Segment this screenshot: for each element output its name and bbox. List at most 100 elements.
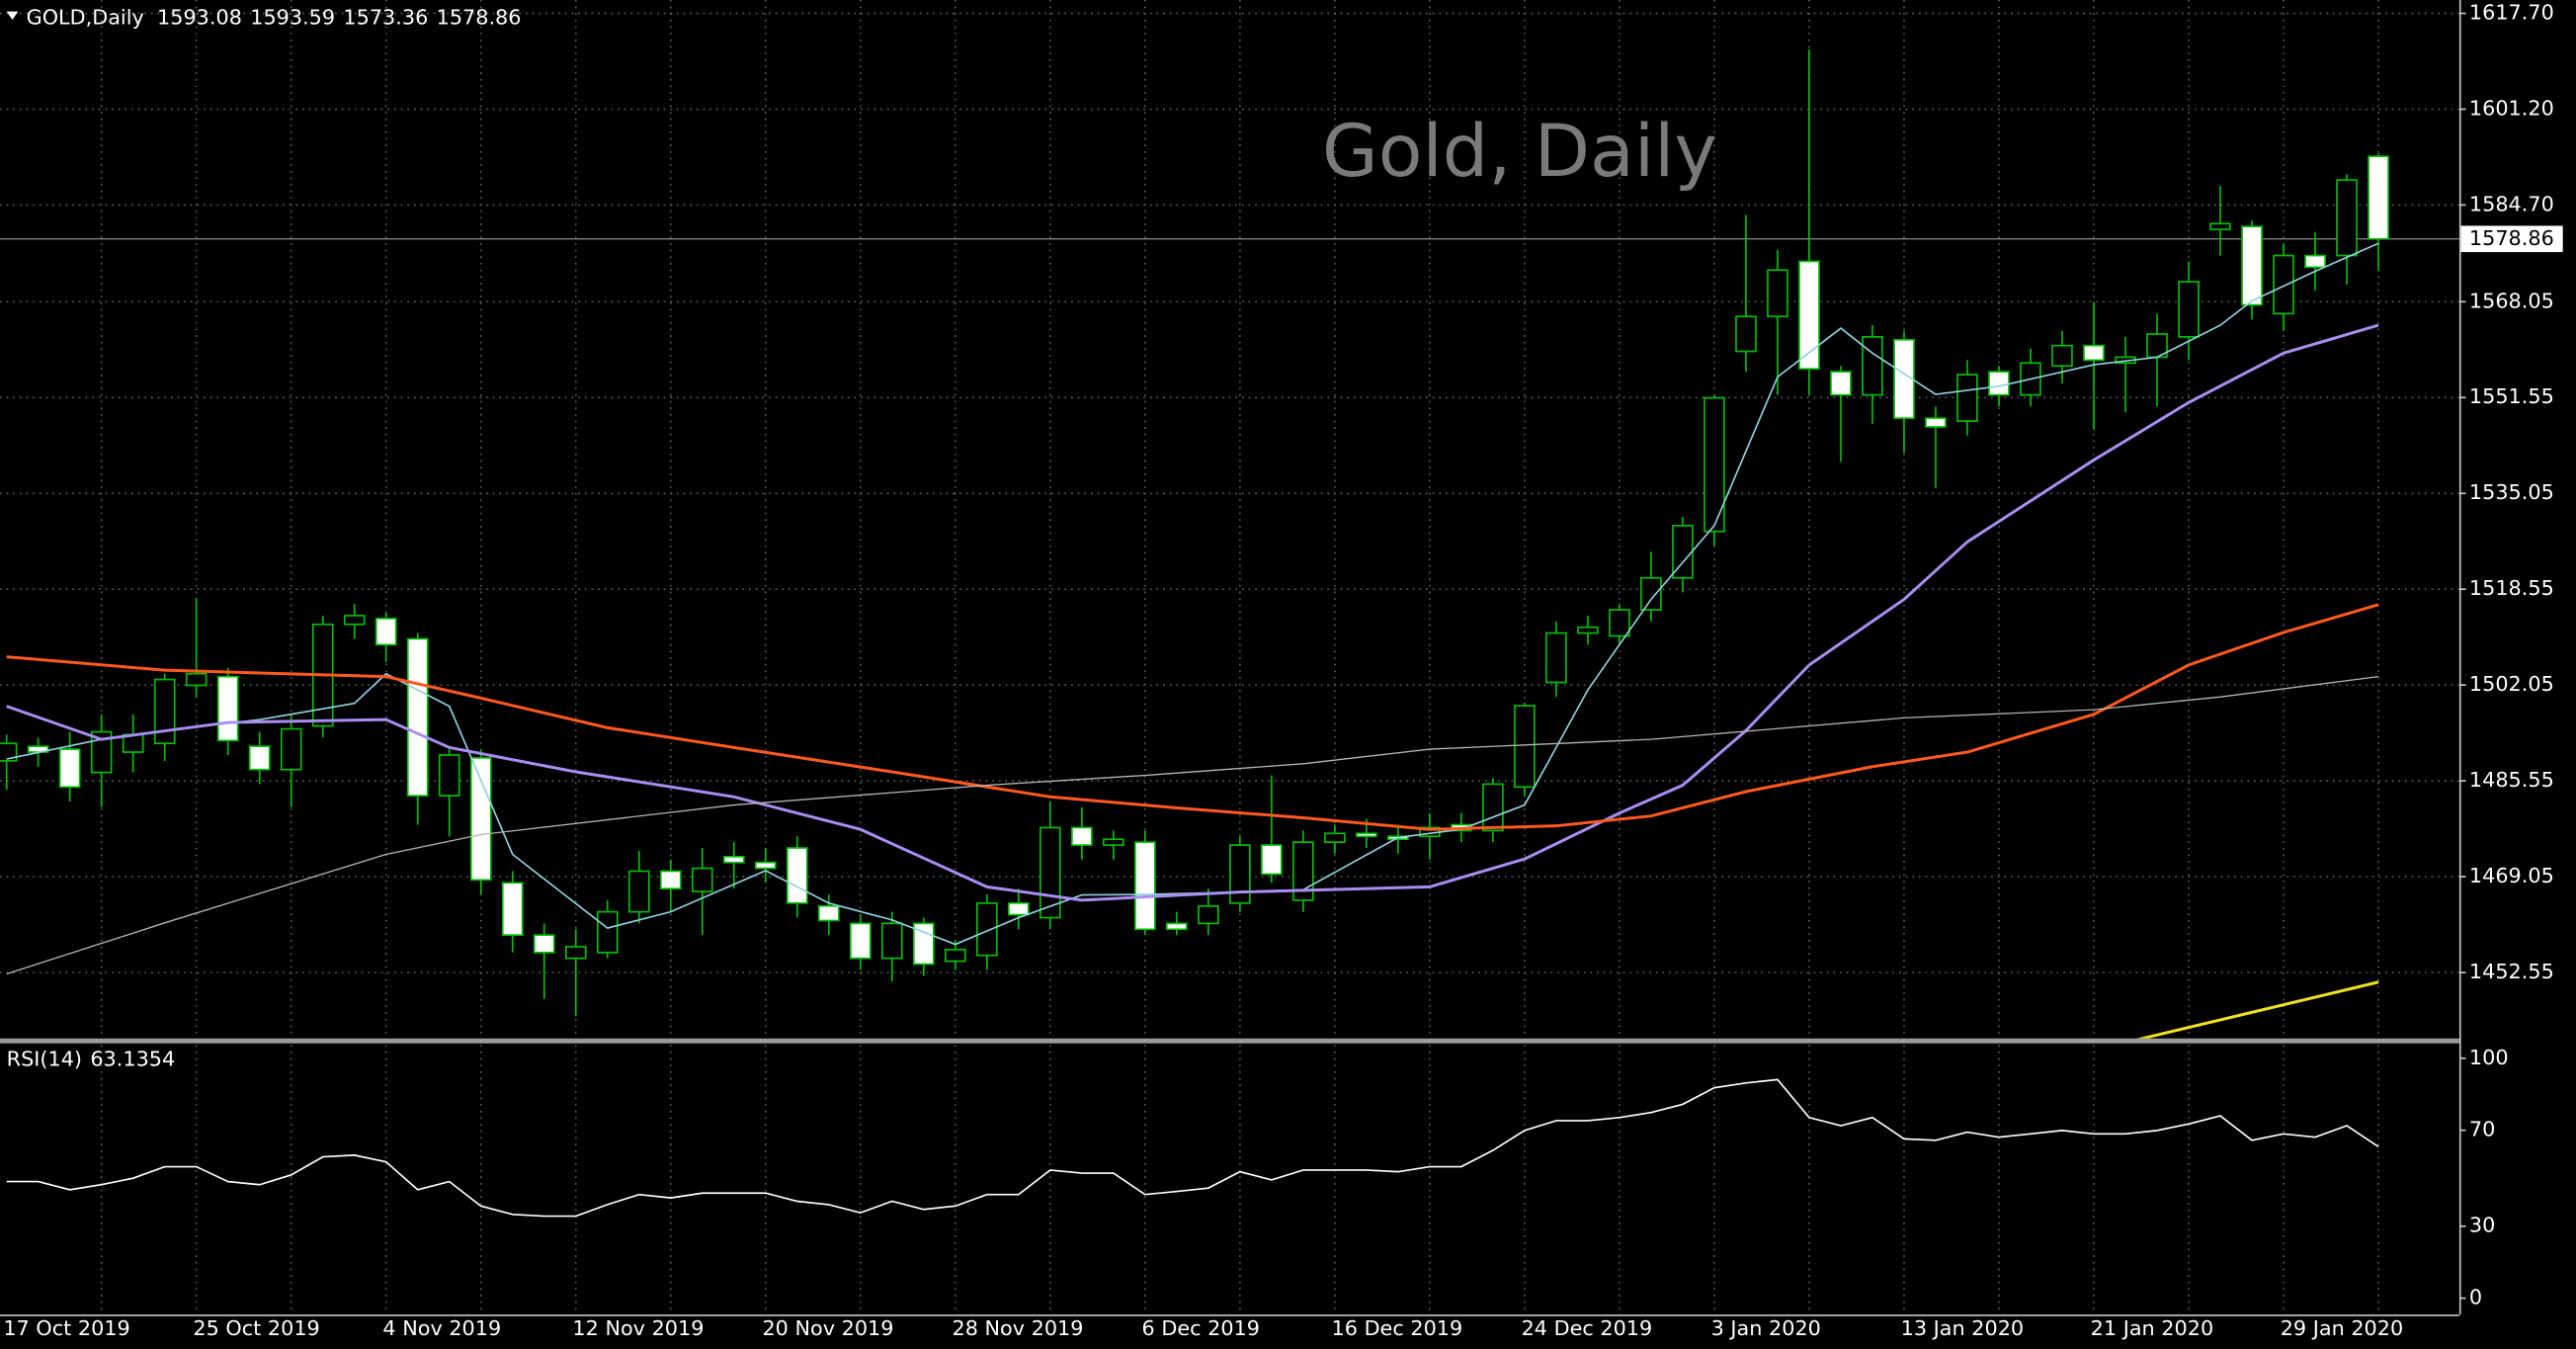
candle-body bbox=[1008, 902, 1030, 916]
y-tick-label: 1601.20 bbox=[2469, 96, 2554, 120]
candle-body bbox=[596, 910, 619, 954]
candle-body bbox=[533, 934, 555, 954]
watermark-title: Gold, Daily bbox=[1322, 110, 1717, 194]
candle-body bbox=[1482, 783, 1504, 832]
x-tick-label: 16 Dec 2019 bbox=[1332, 1316, 1463, 1340]
x-tick-label: 20 Nov 2019 bbox=[762, 1316, 893, 1340]
rsi-value: 63.1354 bbox=[90, 1047, 175, 1070]
candle-body bbox=[2336, 179, 2358, 257]
candle-body bbox=[1229, 844, 1251, 904]
candle-body bbox=[1198, 904, 1219, 925]
chart-header: GOLD,Daily 1593.08 1593.59 1573.36 1578.86 bbox=[27, 5, 522, 29]
candle-body bbox=[1134, 841, 1156, 931]
candle-body bbox=[406, 637, 429, 797]
candle-body bbox=[691, 867, 713, 892]
candle-body bbox=[1292, 841, 1314, 901]
x-tick-label: 21 Jan 2020 bbox=[2091, 1316, 2213, 1340]
candle-body bbox=[564, 946, 587, 960]
candle-body bbox=[627, 870, 650, 913]
y-tick-label: 0 bbox=[2469, 1286, 2482, 1309]
close-label: 1578.86 bbox=[437, 5, 522, 29]
y-tick-label: 1568.05 bbox=[2469, 289, 2554, 312]
candle-body bbox=[501, 882, 524, 936]
candle-body bbox=[1798, 260, 1820, 371]
candle-body bbox=[1956, 374, 1978, 422]
candle-body bbox=[2083, 344, 2105, 362]
candle-body bbox=[1261, 844, 1283, 876]
candle-body bbox=[2304, 254, 2326, 269]
x-tick-label: 24 Dec 2019 bbox=[1522, 1316, 1653, 1340]
candle-body bbox=[58, 748, 81, 789]
candle-body bbox=[817, 904, 840, 922]
rsi-title: RSI(14) bbox=[7, 1047, 82, 1070]
candle-body bbox=[1609, 609, 1630, 637]
candle-body bbox=[2368, 155, 2389, 240]
candle-body bbox=[90, 730, 113, 774]
y-tick-label: 1452.55 bbox=[2469, 960, 2554, 983]
moving-average-line bbox=[6, 323, 2379, 902]
candle-body bbox=[280, 727, 302, 771]
candle-body bbox=[343, 615, 366, 626]
y-tick-label: 1518.55 bbox=[2469, 576, 2554, 600]
candle-body bbox=[976, 902, 998, 957]
candle-body bbox=[1830, 371, 1852, 396]
candle-body bbox=[1577, 626, 1599, 634]
candle-body bbox=[1893, 338, 1915, 419]
y-tick-label: 1469.05 bbox=[2469, 864, 2554, 887]
candle-body bbox=[1640, 576, 1662, 611]
rsi-line bbox=[6, 1078, 2379, 1218]
candle-body bbox=[438, 754, 460, 797]
candle-body bbox=[1356, 832, 1377, 838]
moving-average-line bbox=[6, 603, 2379, 831]
plot bbox=[0, 48, 2459, 1218]
price-pane bbox=[0, 48, 2459, 1039]
candle-body bbox=[722, 855, 745, 864]
current-price-box bbox=[2460, 225, 2563, 253]
candle-body bbox=[374, 618, 397, 646]
candle-body bbox=[849, 922, 872, 960]
candle-body bbox=[659, 870, 682, 889]
y-tick-label: 70 bbox=[2469, 1118, 2495, 1141]
candle-body bbox=[1166, 922, 1188, 931]
candle-body bbox=[881, 922, 903, 960]
y-tick-label: 1584.70 bbox=[2469, 192, 2554, 215]
candle-body bbox=[185, 672, 208, 687]
y-tick-label: 30 bbox=[2469, 1214, 2495, 1237]
x-tick-label: 13 Jan 2020 bbox=[1901, 1316, 2024, 1340]
candle-body bbox=[2178, 281, 2200, 338]
y-tick-label: 1485.55 bbox=[2469, 768, 2554, 792]
candle-body bbox=[1514, 705, 1536, 789]
moving-average-line bbox=[6, 675, 2379, 975]
candle-body bbox=[2051, 344, 2073, 368]
candle-body bbox=[1071, 826, 1093, 846]
candle-body bbox=[1703, 396, 1725, 533]
candle-body bbox=[2273, 254, 2294, 315]
candle-body bbox=[1735, 315, 1757, 353]
x-tick-label: 4 Nov 2019 bbox=[382, 1316, 501, 1340]
candle-body bbox=[469, 757, 492, 882]
candle-body bbox=[2209, 222, 2231, 230]
y-tick-label: 1502.05 bbox=[2469, 672, 2554, 696]
current-price-label: 1578.86 bbox=[2469, 226, 2554, 250]
y-tick-label: 1617.70 bbox=[2469, 1, 2554, 25]
open-label: 1593.08 bbox=[157, 5, 242, 29]
moving-average-line bbox=[2135, 980, 2379, 1039]
x-tick-label: 3 Jan 2020 bbox=[1711, 1316, 1821, 1340]
candle-body bbox=[1925, 417, 1947, 428]
candle-body bbox=[754, 861, 777, 870]
candle-body bbox=[1103, 838, 1124, 846]
y-tick-label: 1551.55 bbox=[2469, 384, 2554, 408]
rsi-header: RSI(14) 63.1354 bbox=[7, 1047, 176, 1070]
collapse-arrow[interactable] bbox=[6, 11, 19, 20]
candle-body bbox=[786, 847, 808, 904]
x-tick-label: 29 Jan 2020 bbox=[2281, 1316, 2403, 1340]
x-tick-label: 25 Oct 2019 bbox=[193, 1316, 319, 1340]
candle-body bbox=[248, 745, 271, 771]
x-tick-label: 6 Dec 2019 bbox=[1142, 1316, 1260, 1340]
candle-body bbox=[0, 742, 18, 762]
candle-body bbox=[1988, 371, 2010, 396]
high-label: 1593.59 bbox=[250, 5, 335, 29]
